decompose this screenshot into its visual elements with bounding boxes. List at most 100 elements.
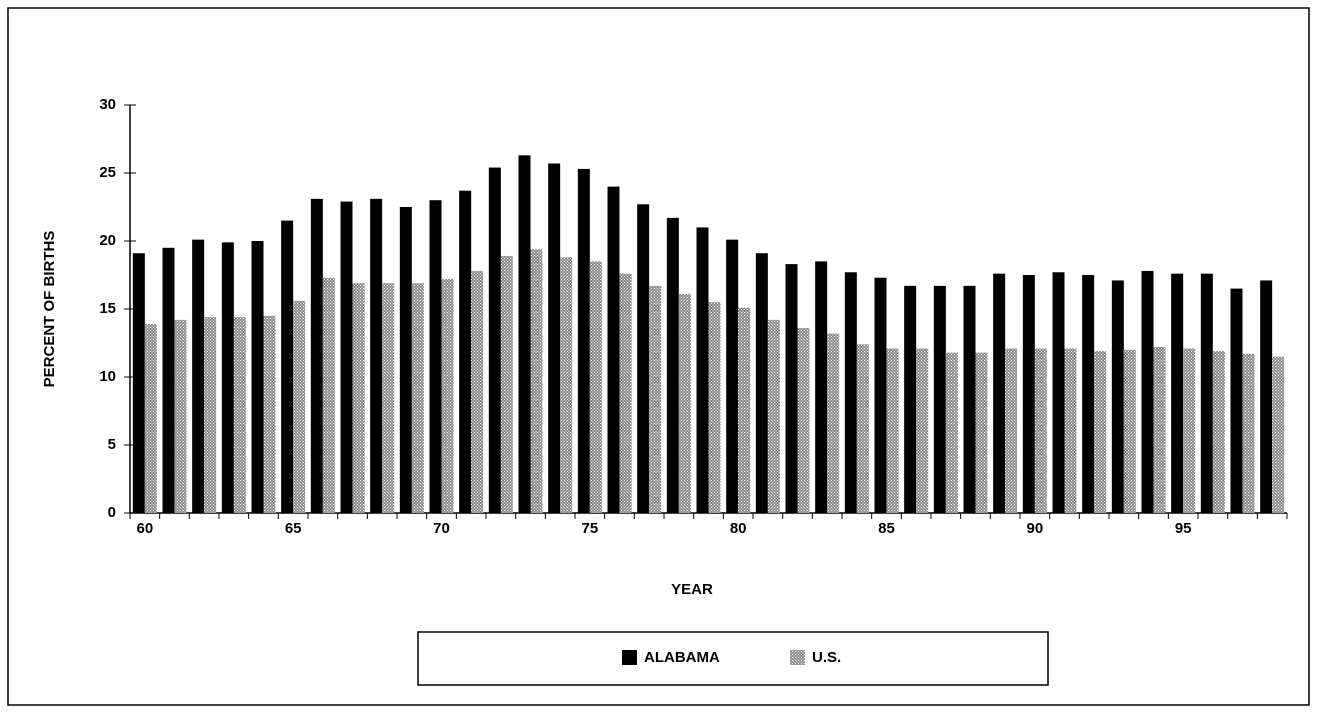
legend-label: U.S. xyxy=(812,649,841,666)
bar xyxy=(382,283,395,513)
bar xyxy=(637,204,650,513)
bar xyxy=(1094,351,1107,513)
bar xyxy=(204,317,217,513)
bar xyxy=(399,207,412,513)
bar xyxy=(518,155,531,513)
bar xyxy=(886,348,899,513)
bar xyxy=(963,285,976,513)
bar xyxy=(322,277,335,513)
bar xyxy=(666,217,679,513)
y-tick-label: 25 xyxy=(99,164,116,181)
bar xyxy=(1200,273,1213,513)
bar xyxy=(856,344,869,513)
x-tick-label: 60 xyxy=(136,520,153,537)
bar xyxy=(1123,349,1136,513)
bar xyxy=(411,283,424,513)
bar xyxy=(696,227,709,513)
bar xyxy=(1272,356,1285,513)
bar xyxy=(293,300,306,513)
bar xyxy=(1034,348,1047,513)
x-tick-label: 95 xyxy=(1175,520,1192,537)
bar xyxy=(619,273,632,513)
frame xyxy=(7,7,1310,706)
x-axis-label: YEAR xyxy=(671,581,713,598)
bar xyxy=(471,270,484,513)
bar xyxy=(132,253,145,514)
x-tick-label: 75 xyxy=(581,520,598,537)
bar xyxy=(500,255,513,513)
bar xyxy=(1005,348,1018,513)
bar xyxy=(251,241,264,513)
bar xyxy=(310,198,323,513)
y-tick-label: 0 xyxy=(108,504,116,521)
bar xyxy=(1022,275,1035,513)
bar xyxy=(738,307,751,513)
bar xyxy=(577,168,590,514)
x-tick-label: 80 xyxy=(730,520,747,537)
bar xyxy=(281,220,294,513)
x-tick-label: 70 xyxy=(433,520,450,537)
y-tick-label: 30 xyxy=(99,96,116,113)
bar xyxy=(1052,272,1065,513)
bar xyxy=(708,302,721,513)
bar xyxy=(144,323,157,513)
bar xyxy=(459,190,472,513)
bar xyxy=(1242,353,1255,513)
legend-box xyxy=(417,631,1049,686)
bar xyxy=(975,352,988,513)
bar xyxy=(726,239,739,513)
y-tick-label: 15 xyxy=(99,300,116,317)
bar xyxy=(429,200,442,513)
bar xyxy=(844,272,857,513)
legend-swatch xyxy=(790,650,805,665)
bar xyxy=(815,261,828,513)
legend-swatch xyxy=(622,650,637,665)
bar xyxy=(221,242,234,514)
bar xyxy=(678,294,691,513)
bar xyxy=(874,277,887,513)
bar xyxy=(548,163,561,514)
bar xyxy=(785,264,798,513)
y-axis-label: PERCENT OF BIRTHS xyxy=(41,231,58,388)
bar xyxy=(1171,273,1184,513)
bar xyxy=(441,279,454,513)
bar xyxy=(755,253,768,514)
bar xyxy=(1260,280,1273,513)
bar xyxy=(1183,348,1196,513)
bar xyxy=(1082,275,1095,513)
y-tick-label: 20 xyxy=(99,232,116,249)
x-tick-label: 65 xyxy=(285,520,302,537)
bar xyxy=(352,283,365,513)
bar xyxy=(767,319,780,513)
y-tick-label: 5 xyxy=(108,436,116,453)
bar xyxy=(370,198,383,513)
bar xyxy=(1111,280,1124,513)
bar xyxy=(916,348,929,513)
bar xyxy=(649,285,662,513)
bar xyxy=(1230,288,1243,513)
bar xyxy=(174,319,187,513)
bar xyxy=(263,315,276,513)
bar xyxy=(1212,351,1225,513)
x-tick-label: 85 xyxy=(878,520,895,537)
bar xyxy=(560,257,573,513)
bar xyxy=(827,333,840,513)
bar xyxy=(192,239,205,513)
bar xyxy=(797,328,810,513)
x-tick-label: 90 xyxy=(1026,520,1043,537)
bar xyxy=(904,285,917,513)
bar xyxy=(993,273,1006,513)
bar xyxy=(589,261,602,513)
bar xyxy=(340,201,353,513)
bar xyxy=(607,186,620,513)
bar xyxy=(162,247,175,514)
y-tick-label: 10 xyxy=(99,368,116,385)
bar xyxy=(933,285,946,513)
bar xyxy=(488,167,501,513)
bar xyxy=(1064,348,1077,513)
bar xyxy=(945,352,958,513)
bar xyxy=(233,317,246,513)
legend-label: ALABAMA xyxy=(644,649,720,666)
bar xyxy=(1153,347,1166,513)
